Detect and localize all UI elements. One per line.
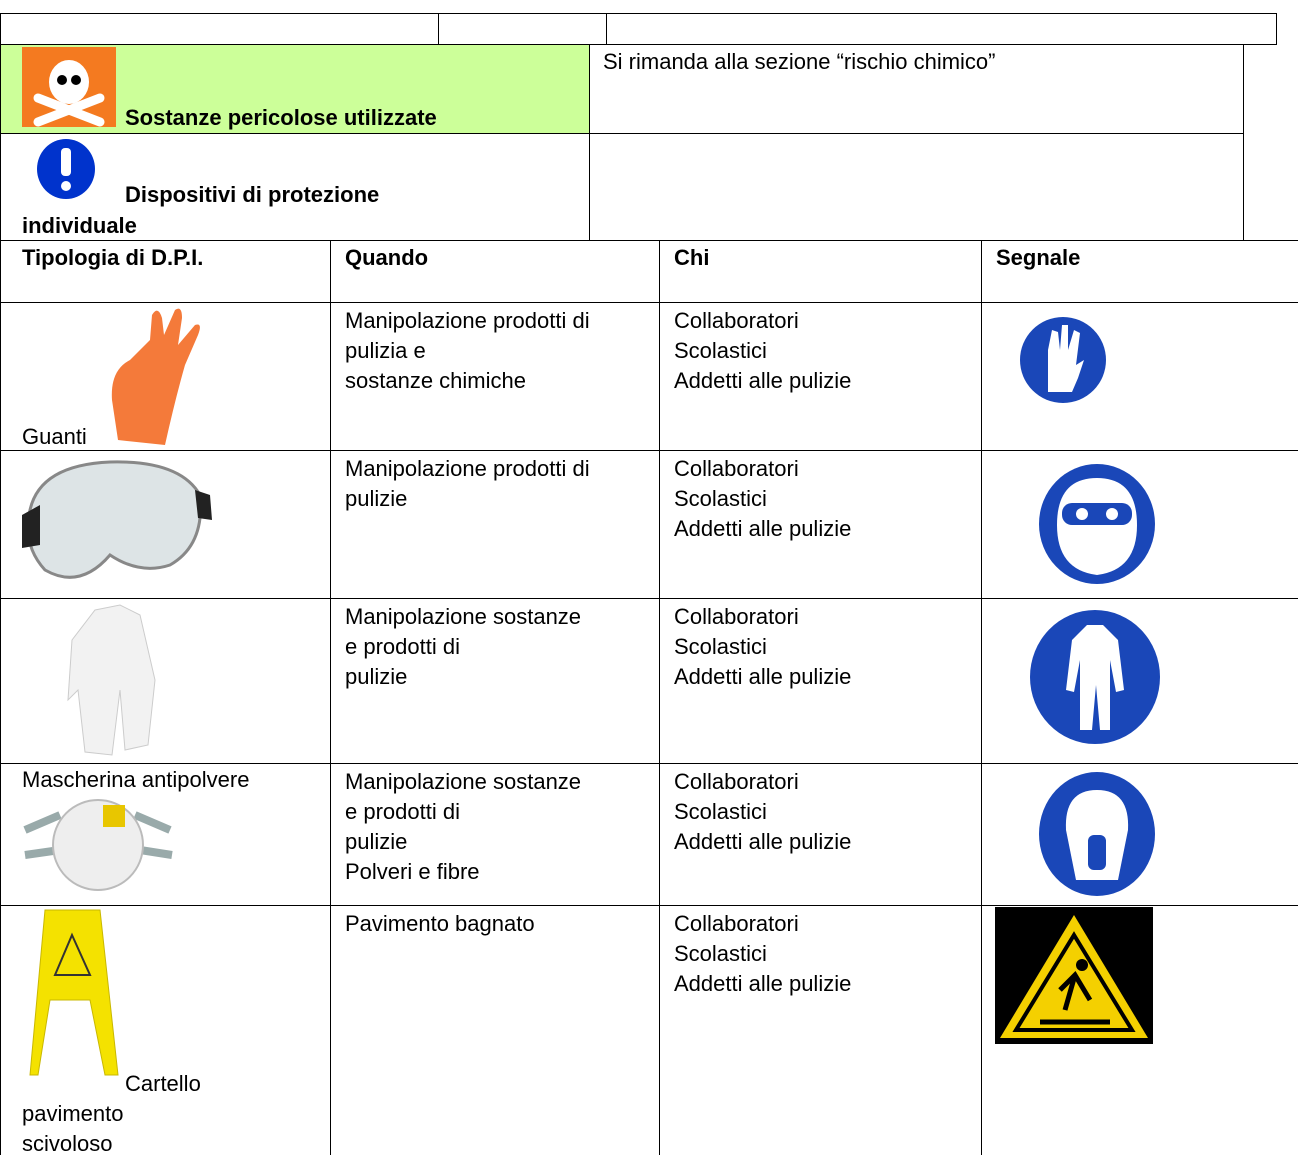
column-header: Segnale	[996, 245, 1081, 270]
skull	[49, 60, 89, 104]
who-text: Scolastici	[674, 634, 767, 659]
ppe-type: pavimento	[22, 1101, 124, 1126]
ppe-type: Cartello	[125, 1071, 201, 1096]
glove-symbol	[1048, 325, 1084, 392]
who-text: Addetti alle pulizie	[674, 971, 852, 996]
ppe-type: scivoloso	[22, 1131, 113, 1155]
goggles-symbol	[1062, 503, 1132, 525]
when-text: pulizia e	[345, 338, 426, 363]
when-text: e prodotti di	[345, 634, 460, 659]
column-header: Chi	[674, 245, 710, 270]
who-text: Addetti alle pulizie	[674, 368, 852, 393]
who-text: Collaboratori	[674, 769, 799, 794]
slip-head	[1076, 959, 1088, 971]
mask	[52, 799, 144, 891]
who-text: Collaboratori	[674, 911, 799, 936]
when-text: sostanze chimiche	[345, 368, 526, 393]
eye	[71, 75, 81, 85]
who-text: Scolastici	[674, 941, 767, 966]
who-text: Collaboratori	[674, 308, 799, 333]
when-text: Manipolazione prodotti di	[345, 308, 590, 333]
who-text: Scolastici	[674, 486, 767, 511]
hazard-note: Si rimanda alla sezione “rischio chimico…	[603, 49, 996, 74]
when-text: Manipolazione sostanze	[345, 604, 582, 629]
exclamation	[61, 148, 71, 176]
hazard-label: Sostanze pericolose utilizzate	[125, 105, 437, 130]
crossbones	[33, 93, 105, 127]
respirator-filter	[1088, 835, 1106, 870]
ppe-label: Dispositivi di protezione	[125, 182, 380, 207]
when-text: Polveri e fibre	[345, 859, 480, 884]
goggles	[26, 460, 203, 579]
when-text: Manipolazione sostanze	[345, 769, 582, 794]
ppe-type: Mascherina antipolvere	[22, 767, 250, 792]
when-text: Pavimento bagnato	[345, 911, 535, 936]
floor-sign-symbol	[53, 932, 92, 976]
warning-border	[1012, 931, 1136, 1032]
lab-coat	[67, 604, 156, 756]
mask-straps	[23, 811, 173, 859]
exclamation-dot	[61, 181, 71, 191]
who-text: Addetti alle pulizie	[674, 664, 852, 689]
who-text: Collaboratori	[674, 456, 799, 481]
when-text: pulizie	[345, 829, 408, 854]
who-text: Addetti alle pulizie	[674, 829, 852, 854]
when-text: Manipolazione prodotti di	[345, 456, 590, 481]
lens	[1106, 508, 1118, 520]
coverall-symbol	[1066, 625, 1124, 730]
eye	[57, 75, 67, 85]
mask-valve	[103, 805, 125, 827]
ppe-type: Guanti	[22, 424, 87, 449]
lens	[1076, 508, 1088, 520]
glove	[111, 308, 200, 445]
slip-symbol	[1040, 970, 1110, 1025]
who-text: Scolastici	[674, 799, 767, 824]
when-text: pulizie	[345, 664, 408, 689]
who-text: Scolastici	[674, 338, 767, 363]
table-grid	[0, 240, 1298, 1155]
when-text: e prodotti di	[345, 799, 460, 824]
floor-sign	[29, 909, 119, 1076]
ppe-label: individuale	[22, 213, 137, 238]
when-text: pulizie	[345, 486, 408, 511]
column-header: Quando	[345, 245, 429, 270]
who-text: Addetti alle pulizie	[674, 516, 852, 541]
column-header: Tipologia di D.P.I.	[22, 245, 204, 270]
who-text: Collaboratori	[674, 604, 799, 629]
face-symbol	[1057, 478, 1137, 575]
